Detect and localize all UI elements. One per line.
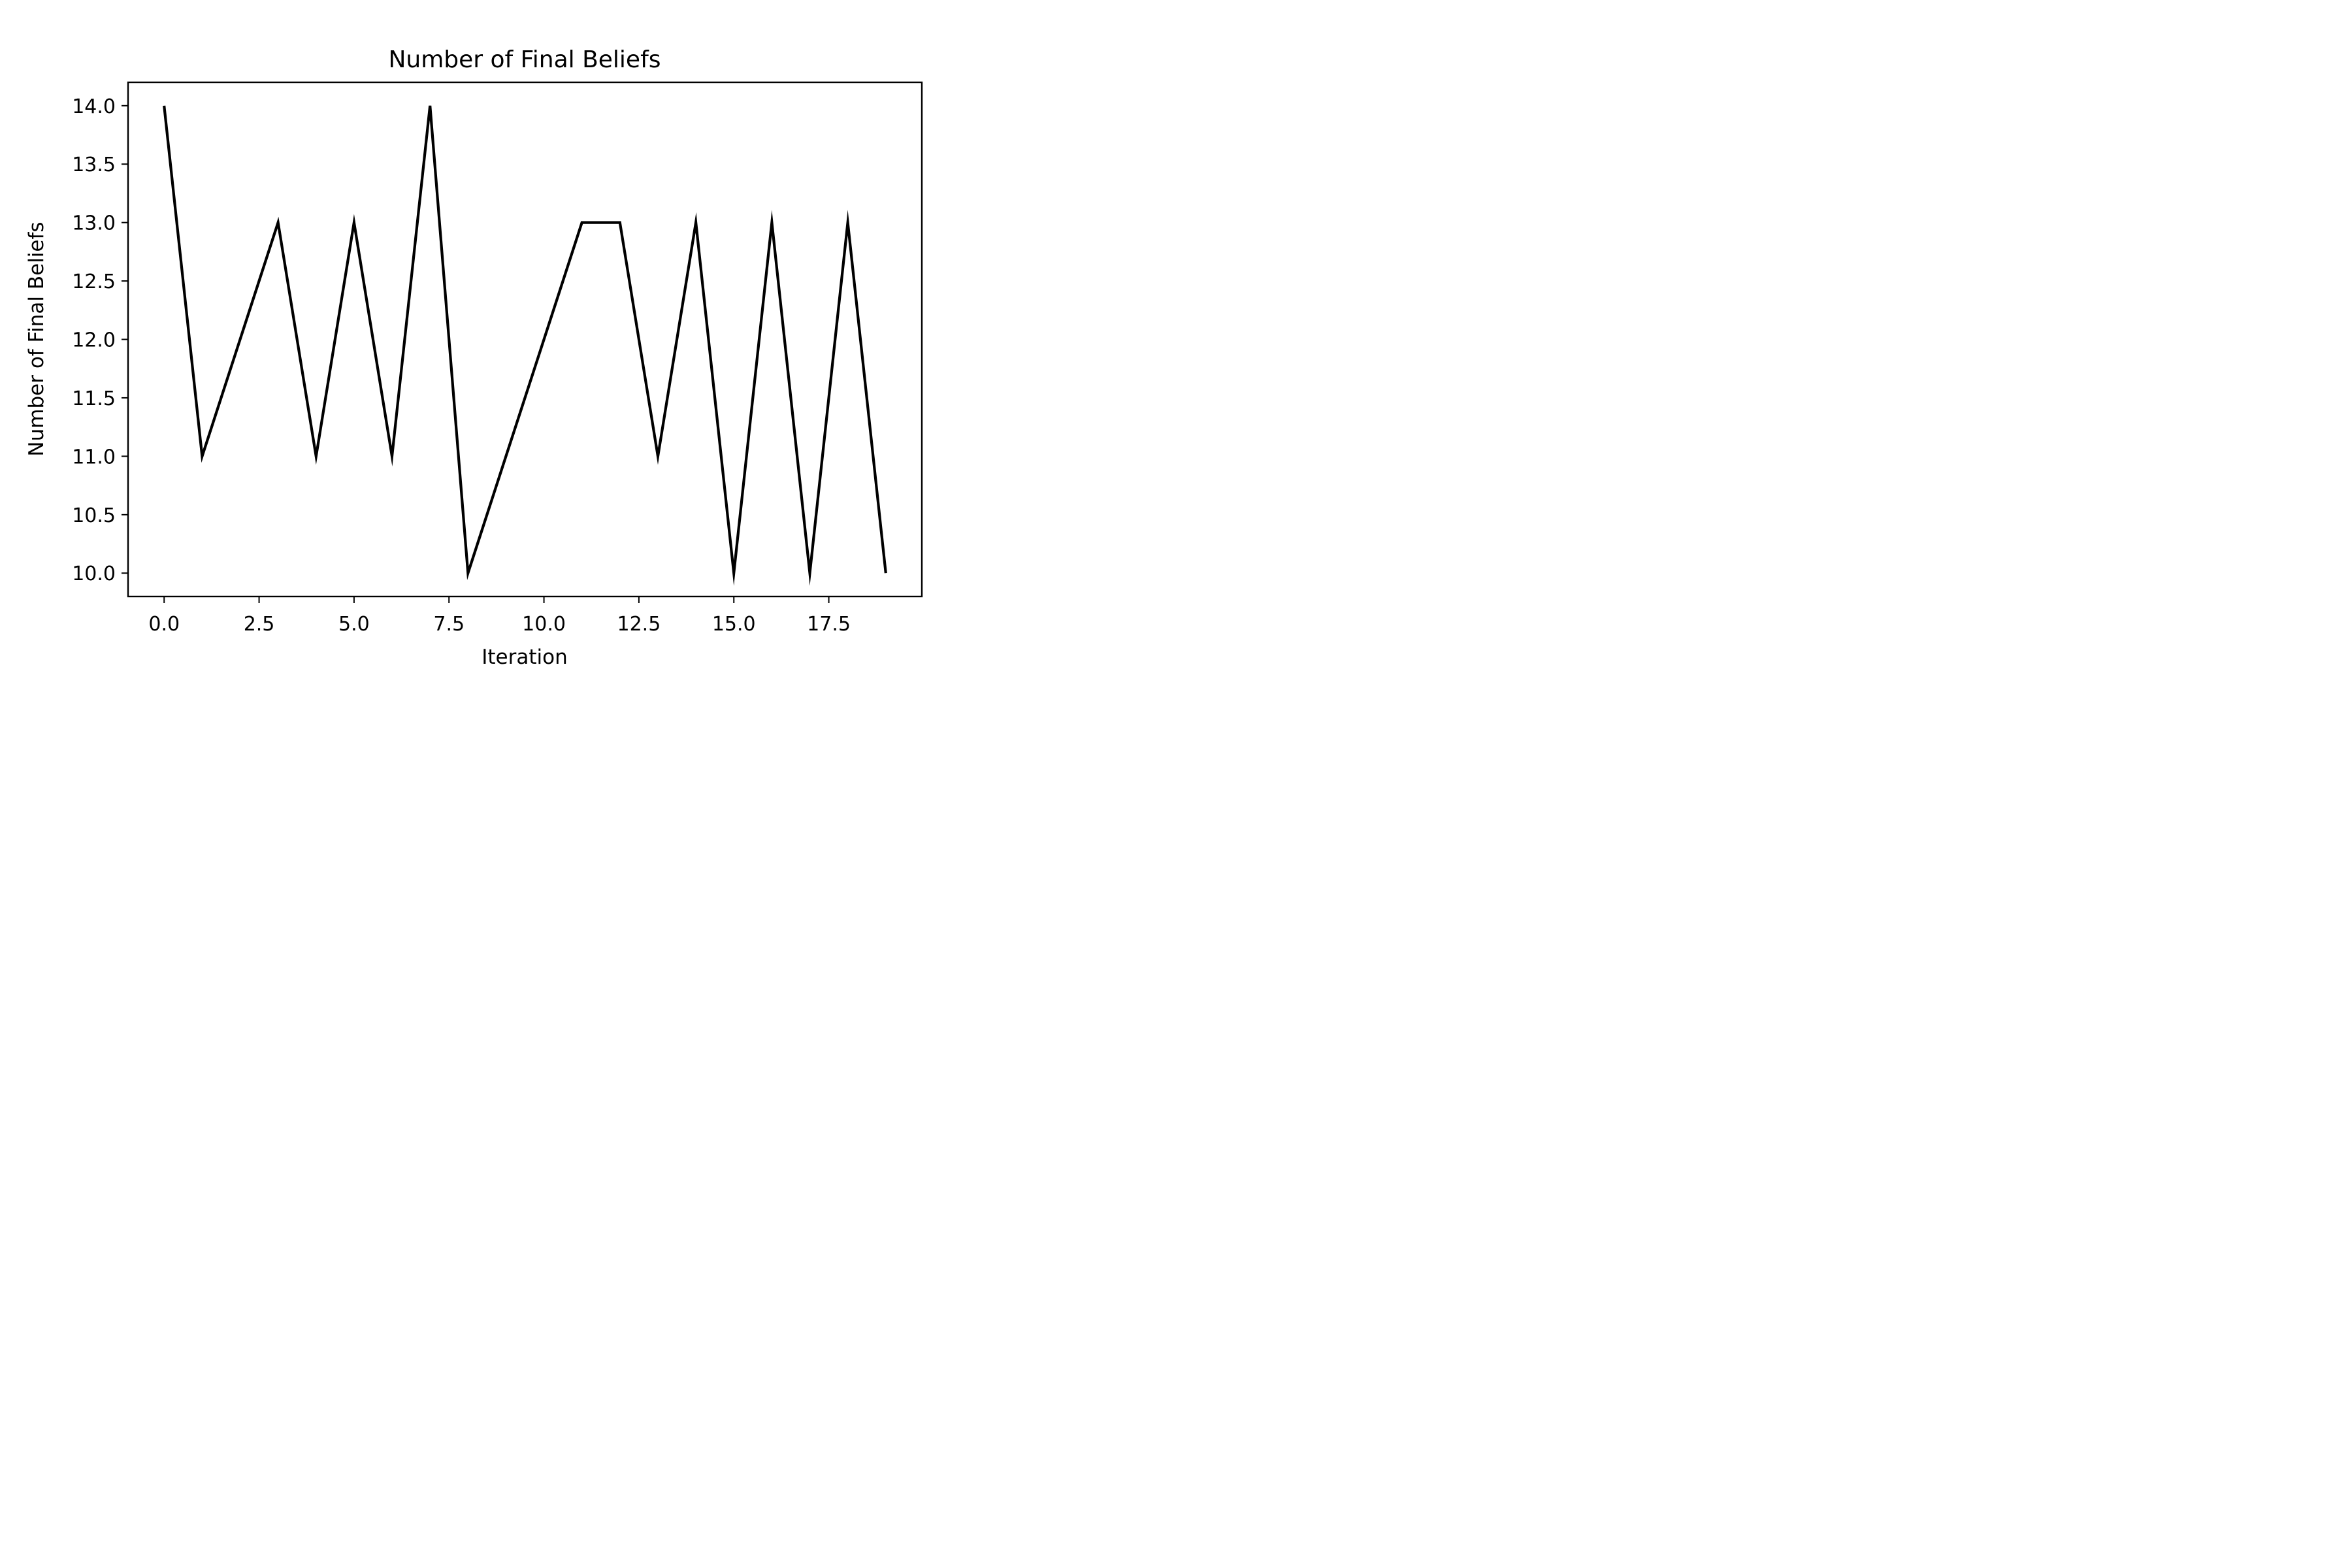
y-tick-label: 10.5 [72, 504, 116, 527]
y-axis-title: Number of Final Beliefs [25, 221, 48, 456]
y-tick-label: 12.5 [72, 270, 116, 293]
x-tick-label: 12.5 [617, 613, 661, 636]
y-tick-label: 14.0 [72, 95, 116, 118]
x-tick-label: 2.5 [244, 613, 275, 636]
line-chart: Number of Final Beliefs 0.0 2.5 5.0 7.5 10.0… [25, 46, 923, 669]
x-tick-label: 15.0 [712, 613, 756, 636]
y-tick-label: 13.0 [72, 212, 116, 235]
x-tick-label: 10.0 [522, 613, 566, 636]
y-tick-label: 11.5 [72, 387, 116, 410]
series-line [163, 105, 887, 586]
axis-ticks: 0.0 2.5 5.0 7.5 10.0 12.5 15.0 17.5 10.0 10.5 11.0… [72, 95, 851, 636]
y-tick-label: 10.0 [72, 563, 116, 585]
x-tick-label: 7.5 [433, 613, 465, 636]
plot-frame [127, 81, 923, 598]
x-tick-label: 5.0 [338, 613, 370, 636]
y-tick-label: 11.0 [72, 446, 116, 468]
x-tick-label: 0.0 [148, 613, 180, 636]
x-tick-label: 17.5 [807, 613, 851, 636]
y-tick-label: 13.5 [72, 154, 116, 176]
chart-title: Number of Final Beliefs [388, 46, 661, 73]
y-tick-label: 12.0 [72, 329, 116, 352]
plot-area [163, 105, 887, 586]
x-axis-title: Iteration [482, 645, 568, 669]
